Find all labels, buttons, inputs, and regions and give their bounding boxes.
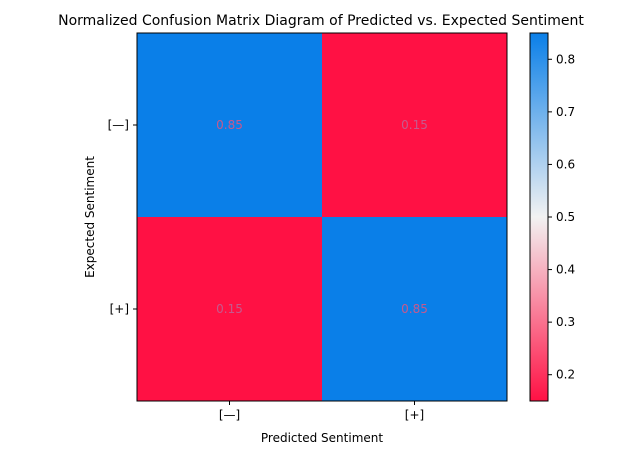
y-tick-label: [+] [110, 302, 129, 316]
chart-title: Normalized Confusion Matrix Diagram of P… [58, 13, 584, 29]
colorbar-tick-label: 0.8 [556, 52, 575, 66]
y-axis-label: Expected Sentiment [83, 156, 97, 278]
colorbar-tick-label: 0.4 [556, 263, 575, 277]
colorbar-ticks: 0.2 0.3 0.4 0.5 0.6 0.7 0.8 [548, 52, 575, 382]
colorbar-tick-label: 0.2 [556, 368, 575, 382]
heatmap-cell-0-1 [322, 33, 507, 217]
cell-value-label: 0.85 [216, 118, 243, 132]
y-axis-ticks: [—] [+] [108, 118, 137, 316]
y-tick-label: [—] [108, 118, 129, 132]
colorbar [529, 32, 549, 402]
heatmap-cell-0-0 [137, 33, 322, 217]
heatmap-cell-1-0 [137, 217, 322, 401]
x-tick-label: [—] [219, 408, 240, 422]
colorbar-tick-label: 0.5 [556, 210, 575, 224]
cell-value-label: 0.15 [401, 118, 428, 132]
heatmap-cells: 0.85 0.15 0.15 0.85 [137, 33, 507, 401]
plot-frame [136, 32, 508, 402]
colorbar-tick-label: 0.7 [556, 105, 575, 119]
x-axis-ticks: [—] [+] [219, 401, 424, 422]
cell-value-label: 0.85 [401, 302, 428, 316]
x-tick-label: [+] [405, 408, 424, 422]
colorbar-tick-label: 0.3 [556, 315, 575, 329]
colorbar-tick-label: 0.6 [556, 157, 575, 171]
cell-value-label: 0.15 [216, 302, 243, 316]
heatmap-cell-1-1 [322, 217, 507, 401]
x-axis-label: Predicted Sentiment [261, 431, 383, 445]
